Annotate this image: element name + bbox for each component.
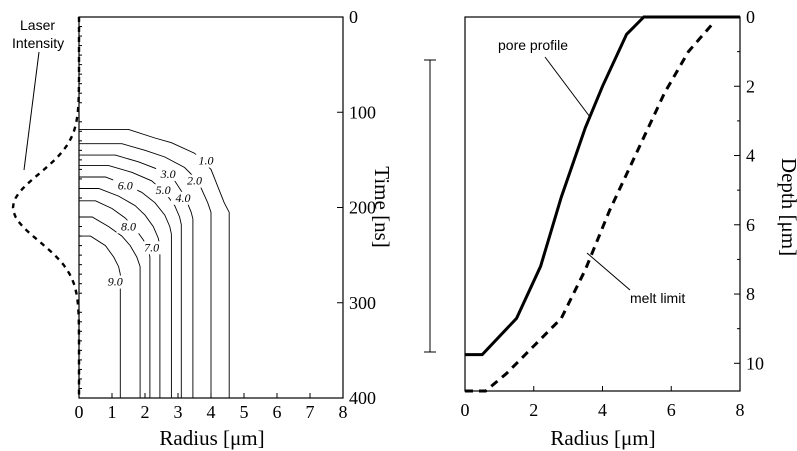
left-y-tick-label: 0: [349, 7, 358, 27]
contour-label-8.0: 8.0: [121, 219, 136, 233]
laser-intensity-leader: [23, 51, 40, 171]
melt-limit-leader: [586, 252, 631, 291]
contour-label-bg: [194, 154, 219, 168]
contour-line-8.0: [79, 216, 141, 398]
right-x-tick-label: 6: [667, 400, 676, 420]
laser-intensity-curve: [11, 17, 81, 398]
left-y-tick-label: 400: [349, 388, 376, 408]
right-chart: 0 2 4 6 8 0 2 4 6 8 10 pore profile melt limit Rad…: [461, 7, 797, 450]
contour-label-9.0: 9.0: [108, 275, 123, 289]
left-y-tick-label: 200: [349, 198, 376, 218]
right-x-tick-label: 8: [736, 400, 745, 420]
right-series: [465, 15, 740, 393]
laser-intensity-label-line1: Laser: [20, 17, 55, 33]
right-ticks: 0 2 4 6 8 0 2 4 6 8 10: [461, 7, 765, 420]
pore-profile-leader: [544, 56, 591, 118]
contour-label-1.0: 1.0: [199, 154, 214, 168]
left-x-tick-label: 5: [240, 402, 249, 422]
right-y-axis-title: Depth [μm]: [777, 158, 797, 256]
contour-line-2.0: [79, 143, 212, 398]
left-x-tick-label: 1: [108, 402, 117, 422]
contour-label-bg: [151, 184, 176, 198]
left-x-tick-label: 0: [75, 402, 84, 422]
contour-label-6.0: 6.0: [118, 178, 133, 192]
right-y-tick-label: 6: [746, 215, 755, 235]
contour-label-7.0: 7.0: [144, 240, 159, 254]
right-y-tick-label: 4: [746, 146, 755, 166]
right-y-tick-label: 2: [746, 76, 755, 96]
left-x-tick-label: 4: [207, 402, 216, 422]
contour-label-3.0: 3.0: [160, 167, 176, 181]
left-ticks: 0 1 2 3 4 5 6 7 8 0 100 200 300 400: [75, 7, 377, 422]
contour-label-4.0: 4.0: [175, 191, 190, 205]
right-x-tick-label: 2: [529, 400, 538, 420]
contour-label-bg: [103, 275, 128, 289]
left-x-tick-label: 6: [273, 402, 282, 422]
right-x-axis-title: Radius [μm]: [550, 426, 655, 450]
contour-label-5.0: 5.0: [156, 183, 171, 197]
contour-label-bg: [116, 220, 141, 234]
contour-label-bg: [113, 179, 138, 193]
contour-label-bg: [139, 241, 164, 255]
right-y-tick-label: 8: [746, 284, 755, 304]
pore-profile-line: [465, 15, 740, 357]
contour-line-1.0: [79, 128, 230, 398]
left-y-tick-label: 100: [349, 102, 376, 122]
melt-limit-label: melt limit: [630, 290, 685, 306]
contour-line-9.0: [79, 235, 121, 398]
left-x-tick-label: 3: [174, 402, 183, 422]
left-x-axis-title: Radius [μm]: [159, 426, 264, 450]
contour-line-5.0: [79, 176, 172, 398]
contour-line-6.0: [79, 188, 161, 398]
left-chart: 1.0 2.0 3.0 4.0 5.0 6.0 7.0 8.0 9.0 0 1 2 3 4 5 6 7 8 0 10…: [11, 7, 394, 450]
right-y-tick-label: 0: [746, 7, 755, 27]
right-x-tick-label: 0: [461, 400, 470, 420]
contour-label-bg: [156, 167, 181, 181]
left-x-tick-label: 2: [141, 402, 150, 422]
laser-intensity-label-line2: Intensity: [12, 35, 64, 51]
right-plot-frame: [464, 16, 741, 392]
left-y-axis-title: Time [ns]: [370, 166, 394, 248]
contour-label-bg: [182, 174, 207, 188]
pore-profile-label: pore profile: [498, 37, 568, 53]
left-x-tick-label: 8: [339, 402, 348, 422]
melt-limit-line: [465, 22, 714, 393]
right-x-tick-label: 4: [598, 400, 607, 420]
left-y-tick-label: 300: [349, 293, 376, 313]
contour-label-2.0: 2.0: [187, 174, 202, 188]
left-contours: 1.0 2.0 3.0 4.0 5.0 6.0 7.0 8.0 9.0: [79, 128, 230, 398]
right-y-tick-label: 10: [746, 353, 764, 373]
left-x-tick-label: 7: [306, 402, 315, 422]
contour-label-bg: [170, 191, 195, 205]
